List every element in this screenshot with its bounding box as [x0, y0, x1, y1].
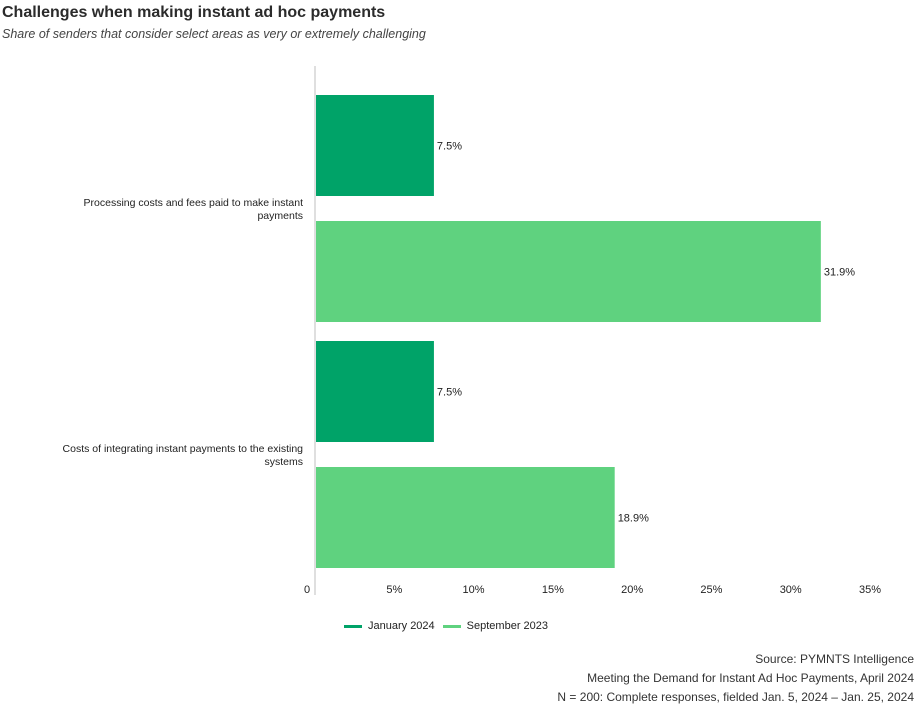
- x-tick-label: 35%: [859, 584, 881, 596]
- x-tick-label: 15%: [542, 584, 564, 596]
- bar-january-2024-1: [316, 95, 434, 196]
- category-label: Costs of integrating instant payments to…: [63, 443, 304, 455]
- x-tick-label: 5%: [386, 584, 402, 596]
- chart-legend: January 2024 September 2023: [344, 620, 556, 632]
- legend-item-january-2024: January 2024: [344, 620, 435, 632]
- chart-title: Challenges when making instant ad hoc pa…: [2, 4, 386, 21]
- legend-item-september-2023: September 2023: [442, 620, 549, 632]
- category-label: systems: [264, 456, 303, 468]
- chart-subtitle: Share of senders that consider select ar…: [2, 27, 426, 41]
- report-line: Meeting the Demand for Instant Ad Hoc Pa…: [587, 671, 914, 685]
- source-notes: Source: PYMNTS Intelligence Meeting the …: [557, 650, 914, 707]
- category-label: payments: [257, 210, 303, 222]
- x-tick-label: 20%: [621, 584, 643, 596]
- bar-september-2023-1: [316, 221, 821, 322]
- data-label: 7.5%: [437, 387, 462, 399]
- legend-swatch-september-2023: [442, 624, 461, 628]
- x-tick-label: 10%: [463, 584, 485, 596]
- data-label: 31.9%: [824, 267, 855, 279]
- category-label: Processing costs and fees paid to make i…: [84, 197, 304, 209]
- bar-chart: 7.5% 31.9% Processing costs and fees paid …: [63, 66, 881, 596]
- bar-january-2024-2: [316, 341, 434, 442]
- bar-september-2023-2: [316, 467, 615, 568]
- data-label: 18.9%: [618, 513, 649, 525]
- x-tick-label: 30%: [780, 584, 802, 596]
- data-label: 7.5%: [437, 141, 462, 153]
- x-tick-label: 0: [304, 584, 310, 596]
- source-line: Source: PYMNTS Intelligence: [755, 652, 914, 666]
- sample-line: N = 200: Complete responses, fielded Jan…: [557, 690, 914, 704]
- x-tick-label: 25%: [700, 584, 722, 596]
- legend-swatch-january-2024: [344, 624, 362, 628]
- legend-label-september-2023: September 2023: [466, 620, 549, 632]
- legend-label-january-2024: January 2024: [368, 620, 435, 632]
